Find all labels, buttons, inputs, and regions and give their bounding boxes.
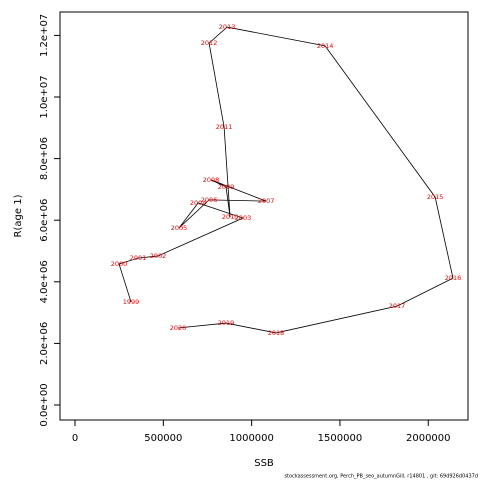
point-label: 2000 — [111, 260, 128, 268]
point-label: 2014 — [317, 42, 334, 50]
y-tick-label: 1.0e+07 — [39, 75, 50, 118]
point-label: 2013 — [219, 23, 236, 31]
x-tick-label: 1000000 — [229, 433, 274, 444]
point-label: 2017 — [389, 302, 406, 310]
point-label: 2003 — [235, 214, 252, 222]
point-label: 2019 — [218, 319, 235, 327]
point-label: 1999 — [123, 298, 140, 306]
point-label: 2015 — [427, 193, 444, 201]
point-label: 2009 — [218, 183, 235, 191]
plot-frame — [59, 11, 469, 421]
x-tick-label: 2000000 — [406, 433, 451, 444]
y-tick-label: 6.0e+06 — [39, 199, 50, 242]
x-tick-label: 1500000 — [318, 433, 363, 444]
y-tick-label: 0.0e+00 — [39, 383, 50, 426]
point-label: 2018 — [268, 329, 285, 337]
point-label: 2010 — [222, 213, 239, 221]
x-tick-label: 500000 — [144, 433, 182, 444]
x-axis-label: SSB — [254, 458, 274, 469]
point-label: 2004 — [190, 199, 207, 207]
point-label: 2008 — [203, 176, 220, 184]
point-label: 2002 — [150, 252, 167, 260]
point-label: 2001 — [130, 254, 147, 262]
point-label: 2020 — [170, 324, 187, 332]
point-label: 2016 — [445, 274, 462, 282]
y-tick-label: 4.0e+06 — [39, 260, 50, 303]
point-label: 2011 — [216, 123, 233, 131]
point-label: 2007 — [258, 197, 275, 205]
point-label: 2006 — [201, 196, 218, 204]
point-label: 2012 — [201, 39, 218, 47]
y-tick-label: 1.2e+07 — [39, 14, 50, 57]
y-tick-label: 8.0e+06 — [39, 137, 50, 180]
y-tick-label: 2.0e+06 — [39, 322, 50, 365]
y-axis-label: R(age 1) — [13, 194, 24, 237]
point-label: 2005 — [171, 224, 188, 232]
footer: stockassessment.org, Perch_PB_seo_autumn… — [284, 474, 478, 480]
trajectory-line — [118, 26, 454, 334]
x-tick-label: 0 — [72, 433, 78, 444]
